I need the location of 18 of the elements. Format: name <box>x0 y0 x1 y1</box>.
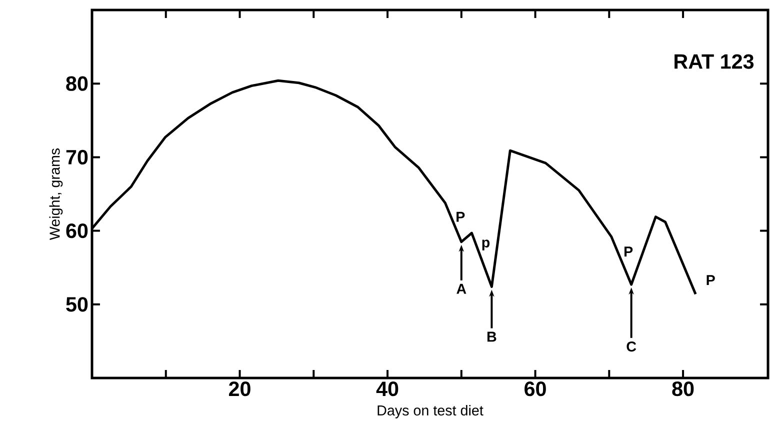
annotation: B <box>487 332 496 342</box>
annotation: A <box>456 284 466 294</box>
x-tick-label: 20 <box>228 382 250 396</box>
annotation: P <box>624 246 633 256</box>
x-tick-label: 60 <box>524 382 546 396</box>
y-tick-label: 60 <box>66 223 88 238</box>
x-tick-label: 40 <box>376 382 398 396</box>
text: RAT 123 <box>674 54 754 69</box>
annotation: C <box>626 341 636 352</box>
y-tick-label: 70 <box>66 150 88 165</box>
annotation: P <box>456 212 465 222</box>
x-tick-label: 80 <box>672 382 694 396</box>
y-axis-title: Weight, grams <box>49 148 63 240</box>
annotation: p <box>482 240 490 250</box>
x-axis-title: Days on test diet <box>378 404 484 418</box>
y-tick-label: 80 <box>66 76 88 91</box>
annotation: P <box>706 275 715 286</box>
y-tick-label: 50 <box>66 297 88 312</box>
